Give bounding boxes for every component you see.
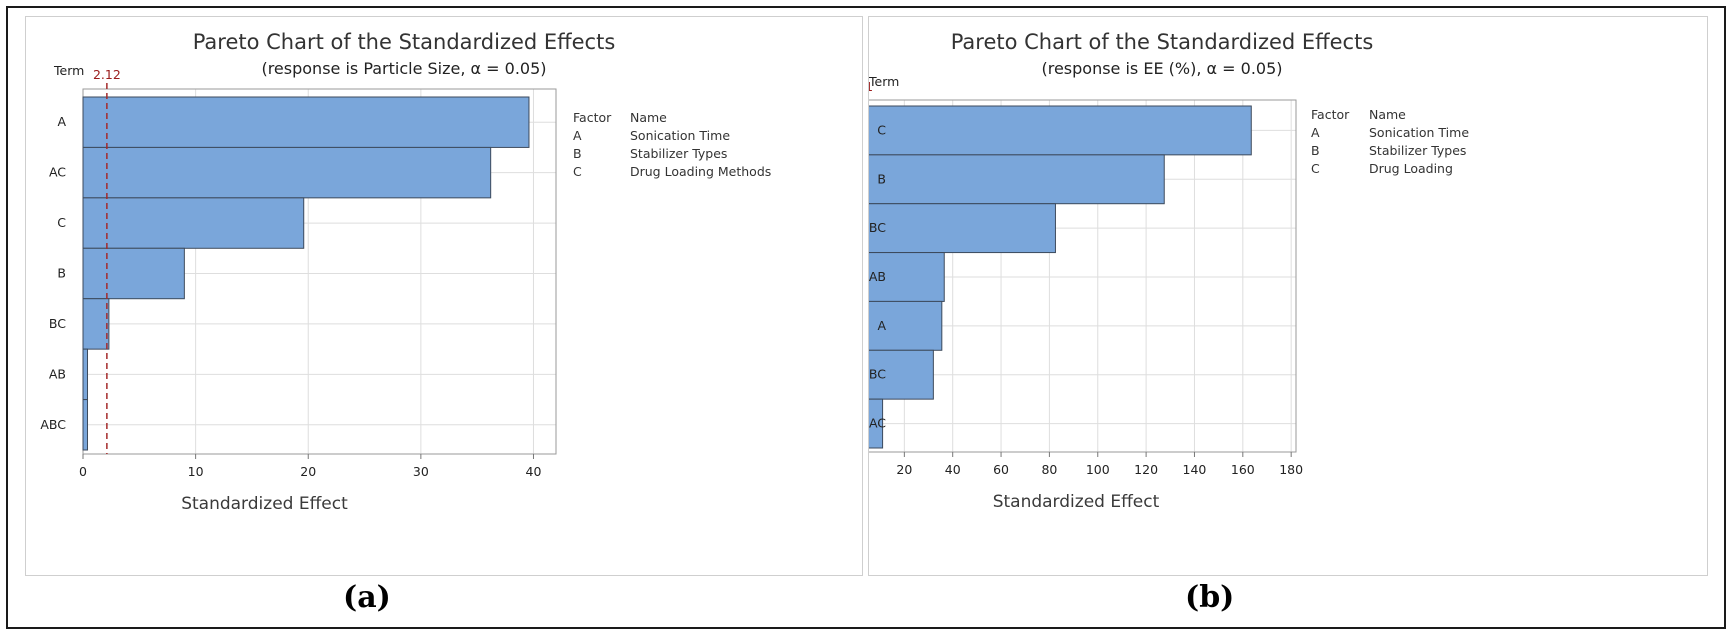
a-x-axis-title: Standardized Effect: [181, 494, 348, 514]
b-term-label-a: A: [877, 318, 886, 333]
b-x-axis-title: Standardized Effect: [993, 492, 1160, 512]
chart-panel-b: Pareto Chart of the Standardized Effects…: [852, 16, 1708, 576]
a-legend-name-c: Drug Loading Methods: [630, 164, 771, 179]
b-bar-ab: [855, 252, 945, 302]
a-legend-factor-c: C: [573, 164, 582, 179]
b-xtick-label-2: 40: [945, 462, 961, 477]
b-xtick-label-6: 120: [1134, 462, 1158, 477]
a-xtick-label-3: 30: [413, 464, 429, 479]
a-xtick-label-4: 40: [526, 464, 542, 479]
b-bar-b: [855, 154, 1165, 205]
chart-panel-a: Pareto Chart of the Standardized Effects…: [25, 16, 863, 576]
a-legend-factor-a: A: [573, 128, 582, 143]
a-legend-name-b: Stabilizer Types: [630, 146, 727, 161]
a-bar-ab: [82, 348, 89, 401]
b-legend-header-factor: Factor: [1311, 107, 1350, 122]
a-term-label-c: C: [57, 215, 66, 230]
a-legend-header-factor: Factor: [573, 110, 612, 125]
a-legend-name-a: Sonication Time: [630, 128, 730, 143]
a-legend-header-name: Name: [630, 110, 667, 125]
caption-a: (a): [343, 580, 391, 615]
a-bar-b: [82, 247, 185, 300]
b-legend-header-name: Name: [1369, 107, 1406, 122]
a-term-label-a: A: [57, 114, 66, 129]
caption-b: (b): [1185, 580, 1235, 615]
a-term-label-ab: AB: [49, 366, 66, 381]
b-chart-subtitle: (response is EE (%), α = 0.05): [1041, 59, 1282, 78]
b-bar-bc: [855, 203, 1056, 254]
b-chart-title: Pareto Chart of the Standardized Effects: [951, 30, 1374, 54]
b-legend-name-b: Stabilizer Types: [1369, 143, 1466, 158]
b-legend-factor-c: C: [1311, 161, 1320, 176]
a-reference-label: 2.12: [93, 67, 121, 82]
b-xtick-label-7: 140: [1183, 462, 1207, 477]
a-term-label-b: B: [57, 266, 66, 281]
b-term-header: Term: [869, 74, 899, 89]
b-term-label-bc: BC: [869, 220, 886, 235]
a-term-label-ac: AC: [49, 165, 66, 180]
a-chart-subtitle: (response is Particle Size, α = 0.05): [261, 59, 546, 78]
a-bar-a: [82, 96, 530, 148]
b-legend-factor-b: B: [1311, 143, 1320, 158]
b-xtick-label-4: 80: [1041, 462, 1057, 477]
pareto-chart-b: Pareto Chart of the Standardized Effects…: [852, 30, 1469, 512]
pareto-chart-a: Pareto Chart of the Standardized Effects…: [40, 30, 771, 514]
b-xtick-label-9: 180: [1279, 462, 1303, 477]
b-bar-c: [855, 105, 1252, 156]
a-xtick-label-2: 20: [300, 464, 316, 479]
b-term-label-ab: AB: [869, 269, 886, 284]
a-bar-abc: [82, 399, 89, 451]
b-term-label-c: C: [877, 122, 886, 137]
b-reference-label: 2.1: [869, 79, 873, 94]
a-legend-factor-b: B: [573, 146, 582, 161]
a-bar-ac: [82, 146, 492, 199]
a-xtick-label-1: 10: [188, 464, 204, 479]
b-legend-name-a: Sonication Time: [1369, 125, 1469, 140]
b-legend-factor-a: A: [1311, 125, 1320, 140]
b-term-label-ac: AC: [869, 416, 886, 431]
a-term-header: Term: [53, 63, 84, 78]
b-xtick-label-5: 100: [1086, 462, 1110, 477]
a-term-label-abc: ABC: [40, 417, 66, 432]
b-term-label-abc: ABC: [869, 367, 886, 382]
b-xtick-label-3: 60: [993, 462, 1009, 477]
figure-frame: [6, 6, 1726, 629]
b-legend-name-c: Drug Loading: [1369, 161, 1453, 176]
b-term-label-b: B: [877, 171, 886, 186]
a-chart-title: Pareto Chart of the Standardized Effects: [193, 30, 616, 54]
a-xtick-label-0: 0: [79, 464, 87, 479]
a-bar-bc: [82, 298, 110, 350]
a-term-label-bc: BC: [49, 316, 66, 331]
b-xtick-label-1: 20: [896, 462, 912, 477]
b-bar-a: [855, 300, 943, 351]
b-xtick-label-8: 160: [1231, 462, 1255, 477]
a-bar-c: [82, 197, 305, 249]
